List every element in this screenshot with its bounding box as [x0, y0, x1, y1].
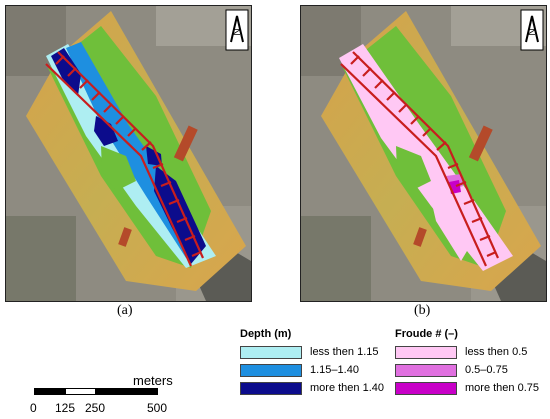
froude-zone-low [339, 44, 513, 271]
scale-segment [96, 388, 158, 395]
legend-swatch [395, 363, 457, 377]
bridge [45, 51, 205, 267]
scale-unit: meters [133, 373, 173, 388]
legend-label: 0.5–0.75 [465, 364, 508, 376]
scale-tick: 0 [30, 401, 37, 415]
caption-a: (a) [117, 303, 133, 318]
legend-label: more then 1.40 [310, 382, 384, 394]
caption-b: (b) [414, 303, 431, 318]
scale-bar: meters 0 125 250 500 [30, 373, 190, 415]
scale-tick: 125 [55, 401, 76, 415]
legend-label: less then 1.15 [310, 346, 379, 358]
legend-row: 1.15–1.40 [240, 361, 384, 379]
north-label: N [525, 28, 536, 35]
bridge [340, 51, 500, 267]
map-panel-depth: N [5, 5, 252, 302]
legend-label: more then 0.75 [465, 382, 539, 394]
scale-segment [34, 388, 65, 395]
scale-tick: 500 [147, 401, 168, 415]
north-arrow: N [520, 9, 544, 51]
legend-swatch [240, 381, 302, 395]
legend-depth-title: Depth (m) [240, 328, 292, 340]
depth-zone-deep [154, 166, 206, 264]
legend-swatch [395, 345, 457, 359]
depth-map: N [6, 6, 251, 301]
legend-row: less then 1.15 [240, 343, 384, 361]
legend-depth: Depth (m) less then 1.15 1.15–1.40 more … [240, 328, 384, 397]
legend-label: 1.15–1.40 [310, 364, 359, 376]
legend-swatch [240, 363, 302, 377]
legend-swatch [395, 381, 457, 395]
froude-map: N [301, 6, 546, 301]
legend-froude: Froude # (–) less then 0.5 0.5–0.75 more… [395, 328, 539, 397]
map-panel-froude: N [300, 5, 547, 302]
scale-tick: 250 [85, 401, 106, 415]
legend-label: less then 0.5 [465, 346, 528, 358]
legend-row: 0.5–0.75 [395, 361, 539, 379]
legend-swatch [240, 345, 302, 359]
scale-segment [65, 388, 96, 395]
north-arrow: N [225, 9, 249, 51]
legend-froude-title: Froude # (–) [395, 328, 458, 340]
legend-row: more then 1.40 [240, 379, 384, 397]
legend-row: less then 0.5 [395, 343, 539, 361]
legend-row: more then 0.75 [395, 379, 539, 397]
north-label: N [230, 28, 241, 35]
